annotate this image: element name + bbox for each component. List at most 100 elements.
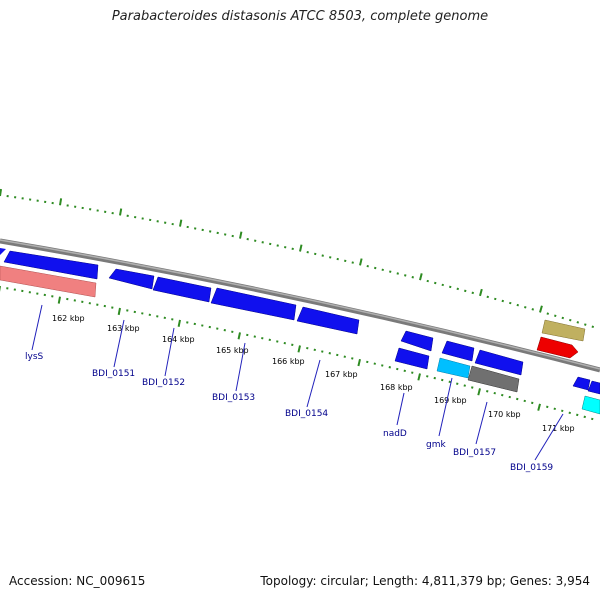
gene-label: BDI_0151 xyxy=(92,369,135,379)
minor-tick xyxy=(554,314,557,318)
tick-label: 169 kbp xyxy=(434,396,467,405)
trna-feature xyxy=(436,357,471,379)
minor-tick xyxy=(494,297,497,301)
minor-tick xyxy=(568,411,571,415)
major-tick xyxy=(479,288,483,297)
gene-arrow xyxy=(441,340,475,362)
gene-arrow xyxy=(572,376,591,391)
tick-label: 165 kbp xyxy=(216,346,249,355)
leader-line xyxy=(31,304,43,351)
tick-label: 166 kbp xyxy=(272,357,305,366)
major-tick xyxy=(477,388,481,396)
gene-arrow xyxy=(152,276,212,303)
gene-arrow xyxy=(210,287,297,321)
major-tick xyxy=(57,296,61,304)
gene-label: BDI_0157 xyxy=(453,448,496,458)
gene-arrow xyxy=(400,330,434,352)
gene-arrow xyxy=(394,347,430,370)
major-tick xyxy=(417,373,421,381)
gene-label: BDI_0154 xyxy=(285,409,328,419)
tick-label: 168 kbp xyxy=(380,383,413,392)
leader-line xyxy=(396,392,405,426)
leader-line xyxy=(534,413,564,461)
major-tick xyxy=(119,208,123,216)
tick-label: 163 kbp xyxy=(107,324,140,333)
minor-tick xyxy=(464,289,467,293)
leader-line xyxy=(113,319,125,368)
major-tick xyxy=(117,307,121,316)
tick-label: 167 kbp xyxy=(325,370,358,379)
gene-arrow xyxy=(108,268,155,290)
minor-tick xyxy=(561,316,565,320)
minor-tick xyxy=(576,321,580,324)
minor-tick xyxy=(553,407,556,411)
gene-label: lysS xyxy=(25,352,44,362)
misc-feature xyxy=(541,319,586,342)
major-tick xyxy=(299,244,303,252)
major-tick xyxy=(179,219,183,227)
rrna-feature xyxy=(0,265,97,298)
major-tick xyxy=(177,319,181,327)
major-tick xyxy=(357,358,361,367)
major-tick xyxy=(237,332,241,340)
map-title: Parabacteroides distasonis ATCC 8503, co… xyxy=(111,9,489,24)
minor-tick xyxy=(523,399,526,403)
major-tick xyxy=(297,345,301,353)
major-tick xyxy=(59,198,63,206)
minor-tick xyxy=(508,395,511,399)
outer-tick-ring xyxy=(0,188,595,329)
major-tick xyxy=(239,231,243,239)
minor-tick xyxy=(471,291,474,295)
minor-tick xyxy=(516,397,519,401)
minor-tick xyxy=(569,318,572,322)
gene-track-forward xyxy=(0,248,99,298)
minor-tick xyxy=(591,325,595,329)
minor-tick xyxy=(591,417,594,421)
gene-label: BDI_0159 xyxy=(510,463,553,473)
pseudo-feature xyxy=(467,365,520,393)
genome-stats-text: Topology: circular; Length: 4,811,379 bp… xyxy=(260,574,590,588)
gene-arrow xyxy=(3,250,99,280)
minor-tick xyxy=(456,287,459,291)
gene-arrow xyxy=(0,248,6,255)
tick-label: 170 kbp xyxy=(488,410,521,419)
minor-tick xyxy=(486,295,489,299)
gene-labels: lysS BDI_0151 BDI_0152 BDI_0153 BDI_0154… xyxy=(25,352,553,473)
genome-backbone xyxy=(0,238,600,373)
minor-tick xyxy=(531,401,534,405)
gene-label: nadD xyxy=(383,429,407,439)
accession-text: Accession: NC_009615 xyxy=(9,574,146,588)
minor-tick xyxy=(561,409,564,413)
gene-arrow xyxy=(587,380,600,395)
minor-tick xyxy=(583,415,586,419)
leader-line xyxy=(438,377,453,437)
leader-line xyxy=(475,401,488,445)
minor-tick xyxy=(516,303,520,307)
major-tick xyxy=(359,258,363,266)
minor-tick xyxy=(546,405,549,409)
gene-arrow-special xyxy=(536,336,579,359)
minor-tick xyxy=(546,312,550,315)
gene-label: BDI_0152 xyxy=(142,378,185,388)
leader-line xyxy=(164,327,175,377)
minor-tick xyxy=(584,323,587,326)
leader-line xyxy=(235,342,246,392)
gene-label: gmk xyxy=(426,440,446,450)
minor-tick xyxy=(531,308,535,311)
major-tick xyxy=(537,403,541,411)
minor-tick xyxy=(441,283,444,287)
major-tick xyxy=(419,273,423,281)
inner-tick-ring xyxy=(0,286,594,421)
gene-arrow xyxy=(296,306,360,335)
minor-tick xyxy=(576,413,579,417)
gene-arrow xyxy=(474,349,524,376)
gene-label-lines xyxy=(31,304,564,461)
leader-line xyxy=(306,359,321,408)
gene-track-reverse xyxy=(108,268,600,415)
gene-label: BDI_0153 xyxy=(212,393,255,403)
tick-label: 164 kbp xyxy=(162,335,195,344)
tick-label: 162 kbp xyxy=(52,314,85,323)
minor-tick xyxy=(501,299,504,303)
minor-tick xyxy=(449,285,452,289)
